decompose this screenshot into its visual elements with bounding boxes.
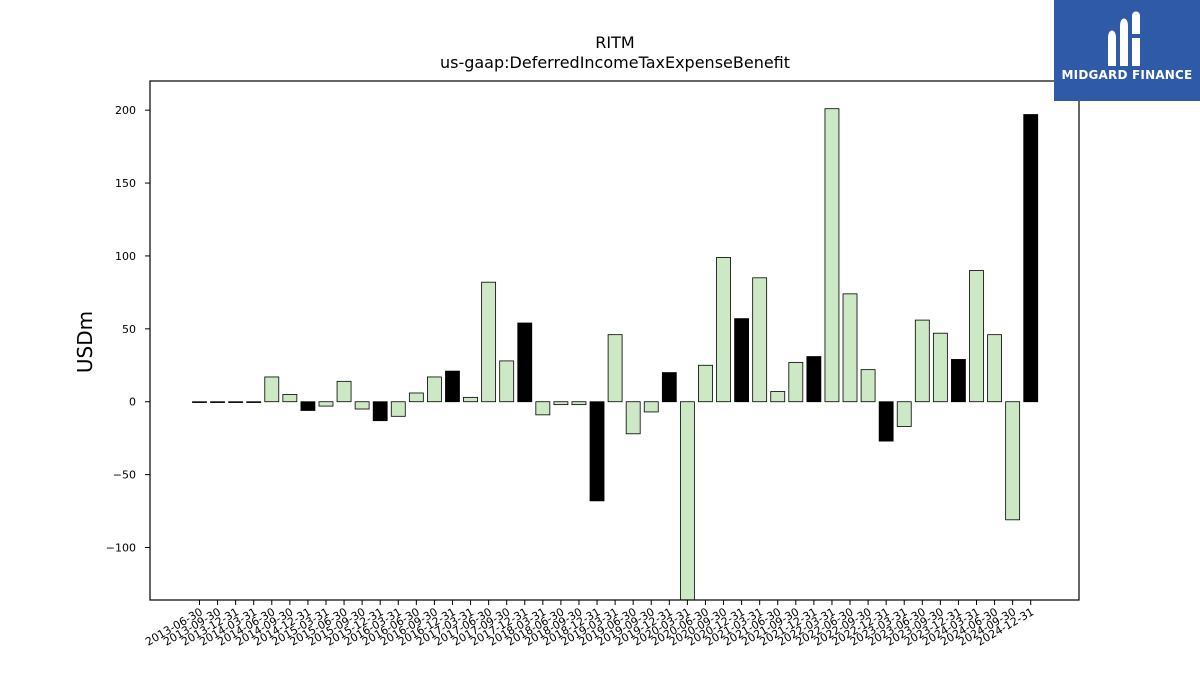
y-tick-label: −100 [106,542,136,555]
bar [481,281,497,403]
x-ticks-group: 2013-06-302013-09-302013-12-312014-03-31… [143,600,1036,649]
bar [643,401,659,413]
y-ticks-group: −100 −50 0 50 100 150 200 [106,104,150,555]
bar [716,256,731,403]
midgard-logo-icon [1108,11,1140,66]
bar [354,401,370,410]
bar [499,360,515,403]
bar [896,401,912,427]
bar [210,401,225,403]
bar [788,361,804,403]
y-tick-label: 150 [115,177,136,190]
bar [264,376,280,403]
bar [192,401,207,403]
bar [698,364,713,403]
bar [607,334,623,403]
bar [282,394,298,403]
bar [1023,114,1039,403]
bar [228,401,244,403]
bar [445,370,460,403]
midgard-finance-logo: MIDGARD FINANCE [1054,0,1200,101]
bar [734,318,749,403]
bar [625,401,641,435]
bars-group [192,108,1039,601]
bar [372,401,388,422]
chart-title: RITM [595,33,634,52]
bar [987,334,1002,403]
plot-frame [149,80,1080,601]
bar [951,359,966,403]
y-tick-label: −50 [113,469,136,482]
bar [842,293,858,403]
bar [390,401,406,417]
bar [969,270,984,403]
bar [535,401,551,416]
bar [408,392,424,403]
bar [517,322,533,403]
y-tick-label: 100 [115,250,136,263]
bar [806,356,822,403]
bar [589,401,605,502]
bar [679,401,695,601]
bar [878,401,894,442]
bar [824,108,840,403]
y-axis-label: USDm [73,311,97,373]
y-tick-label: 50 [122,323,136,336]
bar [336,380,352,403]
bar [553,401,569,406]
bar [932,332,948,403]
bar [752,277,768,403]
y-tick-label: 0 [129,396,136,409]
bar [914,319,930,403]
bar [860,369,876,403]
chart-subtitle: us-gaap:DeferredIncomeTaxExpenseBenefit [440,53,790,72]
brand-name: MIDGARD FINANCE [1061,68,1193,82]
bar [661,372,677,403]
bar [463,396,478,403]
bar [427,376,442,403]
bar [300,401,316,411]
y-tick-label: 200 [115,104,136,117]
bar [318,401,334,407]
bar [246,401,262,403]
bar [1005,401,1021,521]
bar [571,401,587,406]
bar [770,391,786,403]
